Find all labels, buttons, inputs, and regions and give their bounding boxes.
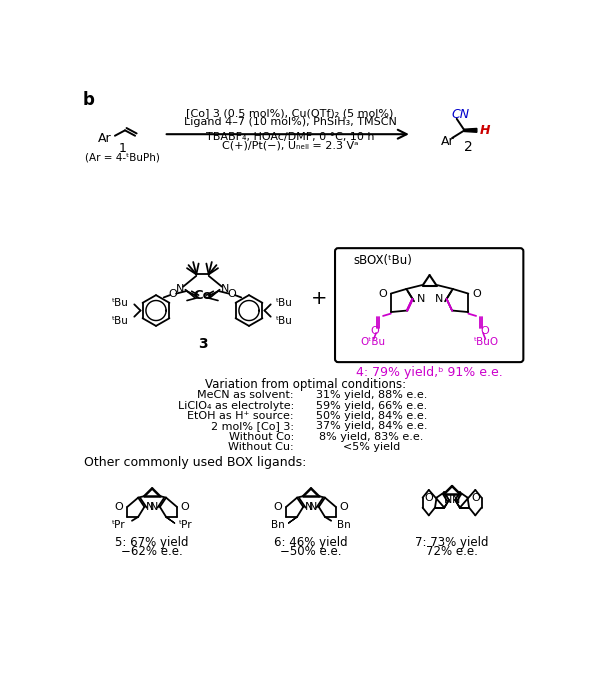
Text: 8% yield, 83% e.e.: 8% yield, 83% e.e. <box>319 432 424 442</box>
Text: CN: CN <box>451 108 470 121</box>
Text: N: N <box>309 502 317 512</box>
Text: 72% e.e.: 72% e.e. <box>426 545 478 558</box>
Text: N: N <box>435 294 443 304</box>
Text: −62% e.e.: −62% e.e. <box>121 545 183 558</box>
Text: ᵗBu: ᵗBu <box>112 298 129 308</box>
Text: N: N <box>146 502 154 512</box>
Text: N: N <box>452 495 460 505</box>
Text: Ligand 4–7 (10 mol%), PhSiH₃, TMSCN: Ligand 4–7 (10 mol%), PhSiH₃, TMSCN <box>184 117 396 127</box>
Text: OᵗBu: OᵗBu <box>361 337 386 347</box>
Text: N: N <box>416 294 425 304</box>
Text: Bn: Bn <box>337 520 351 530</box>
Text: 37% yield, 84% e.e.: 37% yield, 84% e.e. <box>316 421 427 432</box>
Text: ᵗBu: ᵗBu <box>276 298 293 308</box>
Text: b: b <box>82 91 94 109</box>
Text: O: O <box>424 492 433 503</box>
Text: sBOX(ᵗBu): sBOX(ᵗBu) <box>353 254 413 267</box>
Text: N: N <box>176 284 184 294</box>
Text: O: O <box>227 289 236 299</box>
Text: O: O <box>181 502 190 512</box>
Text: 1: 1 <box>119 142 127 155</box>
Text: N: N <box>150 502 158 512</box>
Text: 31% yield, 88% e.e.: 31% yield, 88% e.e. <box>316 390 427 400</box>
Text: N: N <box>444 495 452 505</box>
Text: O: O <box>340 502 349 512</box>
Text: +: + <box>310 289 327 308</box>
Text: ᵗBuO: ᵗBuO <box>473 337 498 347</box>
Text: Without Cu:: Without Cu: <box>228 442 294 452</box>
Text: Ar: Ar <box>97 132 111 145</box>
Text: −50% e.e.: −50% e.e. <box>280 545 341 558</box>
Text: 50% yield, 84% e.e.: 50% yield, 84% e.e. <box>316 411 427 421</box>
Text: Other commonly used BOX ligands:: Other commonly used BOX ligands: <box>84 456 306 469</box>
Text: O: O <box>169 289 177 299</box>
Text: N: N <box>221 284 229 294</box>
Text: (Ar = 4-ᵗBuPh): (Ar = 4-ᵗBuPh) <box>85 152 160 162</box>
Text: O: O <box>472 288 481 299</box>
Text: 59% yield, 66% e.e.: 59% yield, 66% e.e. <box>316 400 427 411</box>
Text: Bn: Bn <box>271 520 285 530</box>
Text: C(+)/Pt(−), Uₙₑₗₗ = 2.3 Vᵃ: C(+)/Pt(−), Uₙₑₗₗ = 2.3 Vᵃ <box>222 140 358 151</box>
Text: O: O <box>370 326 379 336</box>
Text: 4: 79% yield,ᵇ 91% e.e.: 4: 79% yield,ᵇ 91% e.e. <box>356 366 503 379</box>
Text: O: O <box>273 502 282 512</box>
Text: [Co] 3 (0.5 mol%), Cu(OTf)₂ (5 mol%): [Co] 3 (0.5 mol%), Cu(OTf)₂ (5 mol%) <box>186 108 394 117</box>
Text: ᵗPr: ᵗPr <box>179 520 192 530</box>
FancyBboxPatch shape <box>335 248 524 362</box>
Text: 6: 46% yield: 6: 46% yield <box>274 536 348 549</box>
Text: 5: 67% yield: 5: 67% yield <box>115 536 189 549</box>
Polygon shape <box>464 128 477 132</box>
Text: O: O <box>480 326 489 336</box>
Text: O: O <box>472 492 480 503</box>
Text: Variation from optimal conditions:: Variation from optimal conditions: <box>205 378 406 391</box>
Text: H: H <box>480 124 491 137</box>
Text: 2: 2 <box>464 140 473 154</box>
Text: Co: Co <box>193 288 212 301</box>
Text: ᵗBu: ᵗBu <box>276 316 293 326</box>
Text: LiClO₄ as electrolyte:: LiClO₄ as electrolyte: <box>178 400 294 411</box>
Text: ᵗPr: ᵗPr <box>112 520 126 530</box>
Text: <5% yield: <5% yield <box>343 442 400 452</box>
Text: ᵗBu: ᵗBu <box>112 316 129 326</box>
Text: N: N <box>305 502 313 512</box>
Text: Without Co:: Without Co: <box>229 432 294 442</box>
Text: EtOH as H⁺ source:: EtOH as H⁺ source: <box>187 411 294 421</box>
Text: O: O <box>115 502 124 512</box>
Text: MeCN as solvent:: MeCN as solvent: <box>198 390 294 400</box>
Text: O: O <box>378 288 387 299</box>
Text: 3: 3 <box>198 337 207 351</box>
Text: TBABF₄, HOAc/DMF, 0 °C, 10 h: TBABF₄, HOAc/DMF, 0 °C, 10 h <box>206 132 374 143</box>
Text: 7: 73% yield: 7: 73% yield <box>416 536 489 549</box>
Text: Ar: Ar <box>441 136 454 149</box>
Text: 2 mol% [Co] 3:: 2 mol% [Co] 3: <box>211 421 294 432</box>
